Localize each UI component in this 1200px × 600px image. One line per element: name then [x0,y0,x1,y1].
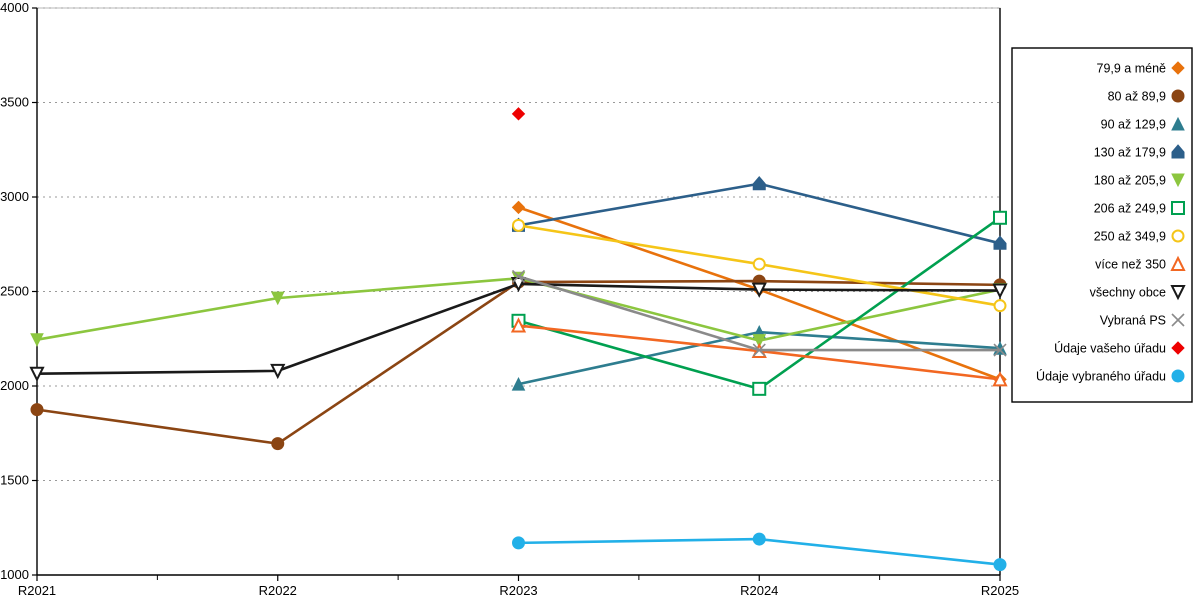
marker-x-icon [752,343,766,357]
marker-circle-open-icon [752,257,766,271]
marker-circle-icon [271,437,285,451]
marker-circle-icon [1171,89,1185,103]
x-stroke-b [752,343,766,357]
marker-triangle-down-icon [270,291,285,306]
legend-item-label: 206 až 249,9 [1094,202,1166,216]
legend-item-label: více než 350 [1095,258,1166,272]
legend-item-label: 250 až 349,9 [1094,230,1166,244]
marker-triangle-up-icon [511,376,526,391]
marker-triangle-up-icon [1171,116,1185,131]
marker-triangle-down-open-icon [751,282,767,298]
y-axis-tick-label: 3000 [0,189,29,204]
x-stroke-b [511,269,526,283]
y-axis-tick-label: 2000 [0,378,29,393]
legend-item-label: všechny obce [1090,286,1166,300]
legend-item-7[interactable]: 250 až 349,9 [1094,229,1185,244]
marker-triangle-down-icon [752,334,767,348]
marker-x-icon [1171,313,1185,327]
legend-item-label: 130 až 179,9 [1094,146,1166,160]
y-axis-tick-label: 1500 [0,473,29,488]
marker-triangle-up-open-icon [1170,255,1186,271]
marker-circle-icon [30,403,44,417]
marker-pentagon-icon [993,235,1007,250]
legend-item-label: Údaje vašeho úřadu [1054,341,1166,356]
marker-x-icon [511,269,526,283]
legend-item-11[interactable]: Údaje vašeho úřadu [1054,341,1185,356]
marker-diamond-icon [511,107,526,121]
x-stroke-b [1171,313,1185,327]
x-axis-tick-label: R2025 [981,583,1019,598]
marker-triangle-down-open-icon [510,276,527,293]
legend-item-2[interactable]: 80 až 89,9 [1108,89,1185,104]
x-axis-tick-label: R2021 [18,583,56,598]
marker-x-icon [993,343,1007,357]
legend-item-1[interactable]: 79,9 a méně [1097,61,1185,76]
marker-circle-open-icon [512,218,525,232]
legend-item-9[interactable]: všechny obce [1090,285,1186,301]
y-axis-tick-label: 2500 [0,284,29,299]
marker-pentagon-icon [1171,144,1185,159]
legend-item-label: 80 až 89,9 [1108,90,1166,104]
marker-diamond-icon [1171,61,1185,75]
x-stroke-b [993,343,1007,357]
marker-triangle-down-open-icon [29,366,45,382]
marker-triangle-up-open-icon [510,317,527,333]
legend-item-8[interactable]: více než 350 [1095,255,1186,272]
marker-triangle-down-icon [30,333,44,347]
legend-item-4[interactable]: 130 až 179,9 [1094,144,1185,160]
legend-item-3[interactable]: 90 až 129,9 [1101,116,1185,132]
series-12 [512,532,1007,572]
series-7 [512,218,1007,313]
marker-circle-open-icon [993,299,1007,313]
x-axis-tick-label: R2022 [259,583,297,598]
x-axis-tick-label: R2024 [740,583,778,598]
marker-circle-icon [752,532,766,546]
marker-square-open-icon [752,381,767,396]
series-6 [511,210,1007,396]
x-axis-tick-label: R2023 [499,583,537,598]
marker-square-open-icon [1171,201,1185,215]
legend-item-label: 180 až 205,9 [1094,174,1166,188]
y-axis-tick-label: 3500 [0,95,29,110]
legend-box [1011,47,1193,403]
marker-diamond-icon [1171,341,1185,355]
marker-triangle-up-open-icon [992,371,1008,387]
marker-triangle-down-icon [1171,173,1185,188]
marker-circle-icon [1171,369,1185,383]
series-9 [29,276,1008,382]
marker-triangle-down-open-icon [992,283,1008,299]
marker-circle-icon [512,536,525,550]
legend-item-label: Údaje vybraného úřadu [1036,369,1166,384]
y-axis-tick-label: 4000 [0,0,29,15]
marker-triangle-down-open-icon [270,363,286,380]
legend-item-12[interactable]: Údaje vybraného úřadu [1036,369,1185,384]
y-axis-tick-label: 1000 [0,567,29,582]
legend-item-6[interactable]: 206 až 249,9 [1094,201,1185,216]
legend-item-label: Vybraná PS [1100,314,1166,328]
marker-circle-icon [993,558,1007,572]
marker-pentagon-icon [752,176,766,191]
marker-square-open-icon [993,210,1007,225]
series-11 [511,107,526,121]
legend-item-label: 90 až 129,9 [1101,118,1166,132]
legend-item-5[interactable]: 180 až 205,9 [1094,173,1185,188]
series-10 [511,269,1007,357]
marker-triangle-down-open-icon [1170,285,1186,301]
legend-item-10[interactable]: Vybraná PS [1100,313,1185,328]
marker-diamond-icon [511,200,526,215]
marker-circle-open-icon [1171,229,1185,243]
legend-item-label: 79,9 a méně [1097,62,1167,76]
